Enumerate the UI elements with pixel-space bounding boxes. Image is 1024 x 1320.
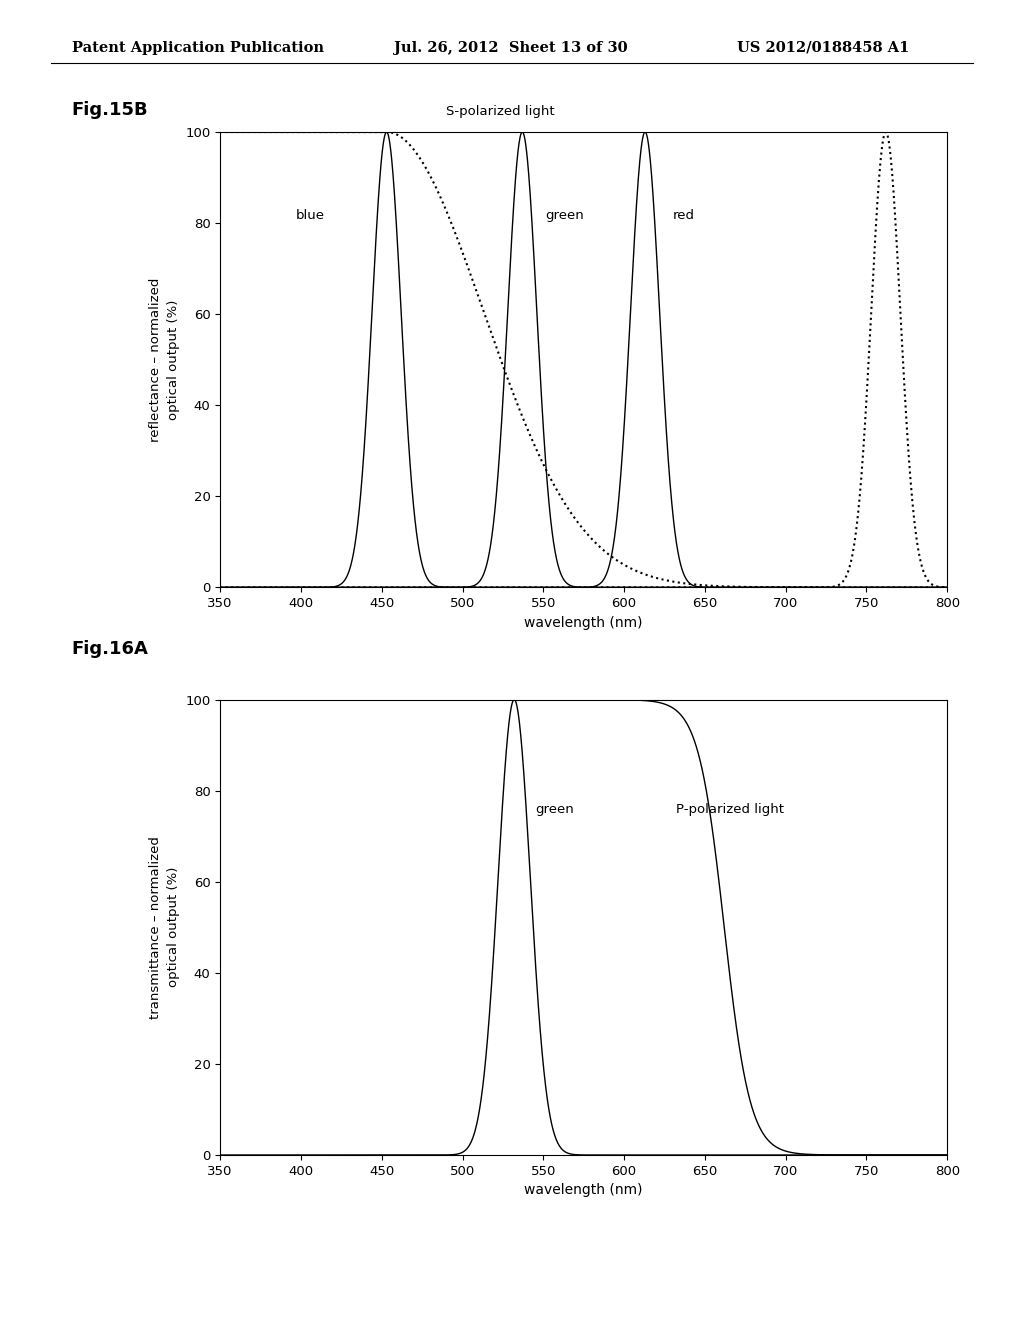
Y-axis label: transmittance – normalized
optical output (%): transmittance – normalized optical outpu… [148, 836, 179, 1019]
X-axis label: wavelength (nm): wavelength (nm) [524, 615, 643, 630]
Text: Fig.16A: Fig.16A [72, 640, 148, 659]
X-axis label: wavelength (nm): wavelength (nm) [524, 1183, 643, 1197]
Text: S-polarized light: S-polarized light [446, 106, 555, 119]
Text: red: red [673, 209, 694, 222]
Text: green: green [536, 804, 574, 817]
Text: Jul. 26, 2012  Sheet 13 of 30: Jul. 26, 2012 Sheet 13 of 30 [394, 41, 628, 54]
Text: Patent Application Publication: Patent Application Publication [72, 41, 324, 54]
Text: Fig.15B: Fig.15B [72, 100, 148, 119]
Text: US 2012/0188458 A1: US 2012/0188458 A1 [737, 41, 909, 54]
Y-axis label: reflectance – normalized
optical output (%): reflectance – normalized optical output … [148, 277, 179, 442]
Text: P-polarized light: P-polarized light [676, 804, 783, 817]
Text: blue: blue [296, 209, 326, 222]
Text: green: green [545, 209, 584, 222]
